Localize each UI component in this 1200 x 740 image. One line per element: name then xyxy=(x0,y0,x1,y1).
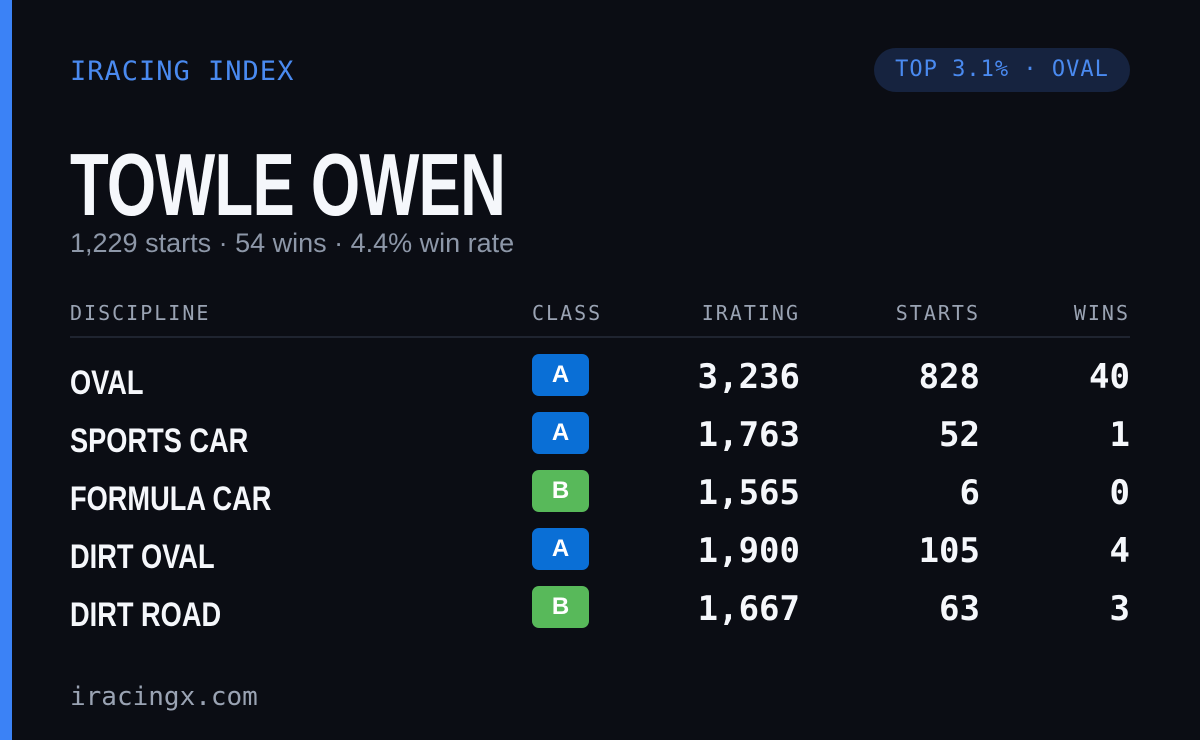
driver-name: TOWLE OWEN xyxy=(70,135,506,234)
rank-badge: TOP 3.1% · OVAL xyxy=(874,48,1130,92)
wins: 4 xyxy=(1109,531,1130,571)
class-badge: B xyxy=(532,470,589,512)
footer-site: iracingx.com xyxy=(70,682,258,712)
class-badge: A xyxy=(532,528,589,570)
starts: 52 xyxy=(939,415,980,455)
discipline: OVAL xyxy=(70,364,144,402)
starts: 828 xyxy=(918,357,980,397)
starts: 6 xyxy=(959,473,980,513)
column-header: IRATING xyxy=(701,301,800,325)
column-header: DISCIPLINE xyxy=(70,301,211,325)
starts: 63 xyxy=(939,589,980,629)
irating: 3,236 xyxy=(697,357,800,397)
irating: 1,763 xyxy=(697,415,800,455)
driver-summary: 1,229 starts · 54 wins · 4.4% win rate xyxy=(70,228,515,258)
discipline: DIRT OVAL xyxy=(70,538,215,576)
class-badge: A xyxy=(532,412,589,454)
discipline: SPORTS CAR xyxy=(70,422,249,460)
discipline: DIRT ROAD xyxy=(70,596,222,634)
wins: 1 xyxy=(1109,415,1130,455)
brand: IRACING INDEX xyxy=(70,56,295,87)
starts: 105 xyxy=(918,531,980,571)
class-badge: A xyxy=(532,354,589,396)
header-rule xyxy=(70,336,1130,338)
wins: 40 xyxy=(1089,357,1130,397)
irating: 1,565 xyxy=(697,473,800,513)
irating: 1,900 xyxy=(697,531,800,571)
discipline: FORMULA CAR xyxy=(70,480,272,518)
accent-bar xyxy=(0,0,12,740)
column-header: WINS xyxy=(1073,301,1130,325)
wins: 0 xyxy=(1109,473,1130,513)
column-header: STARTS xyxy=(895,301,980,325)
column-header: CLASS xyxy=(532,301,603,325)
irating: 1,667 xyxy=(697,589,800,629)
wins: 3 xyxy=(1109,589,1130,629)
class-badge: B xyxy=(532,586,589,628)
